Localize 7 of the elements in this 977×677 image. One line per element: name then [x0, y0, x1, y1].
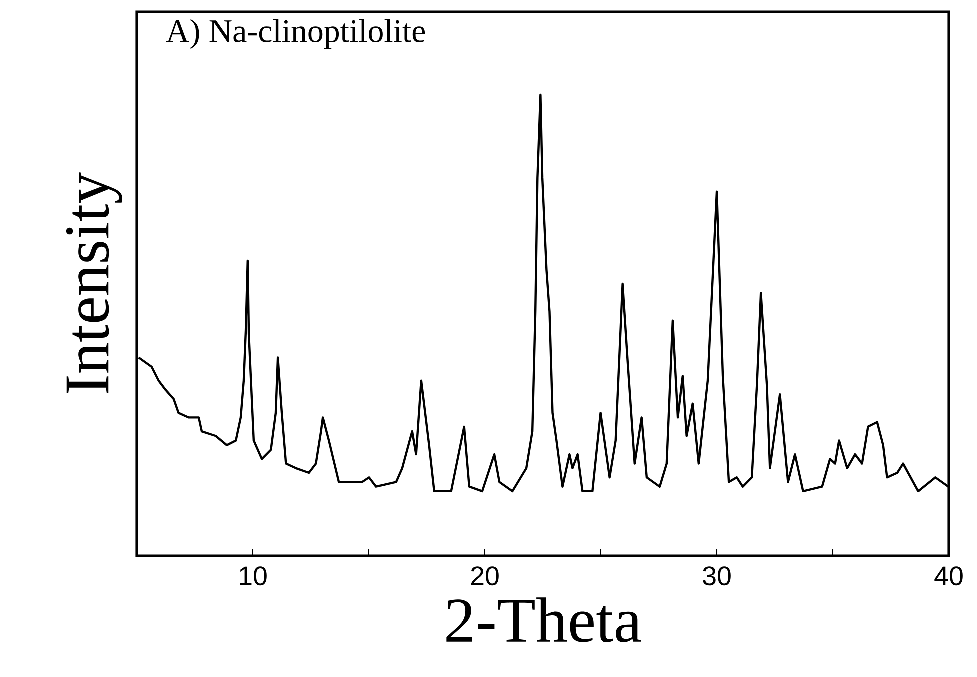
x-tick-label: 40 — [934, 566, 963, 586]
x-tick-label: 10 — [240, 566, 267, 586]
y-axis-title: Intensity — [66, 172, 122, 394]
x-axis-title: 2-Theta — [446, 598, 642, 642]
x-tick-label: 30 — [703, 566, 731, 586]
x-tick-label: 20 — [471, 566, 499, 586]
chart-title: A) Na-clinoptilolite — [166, 19, 426, 50]
